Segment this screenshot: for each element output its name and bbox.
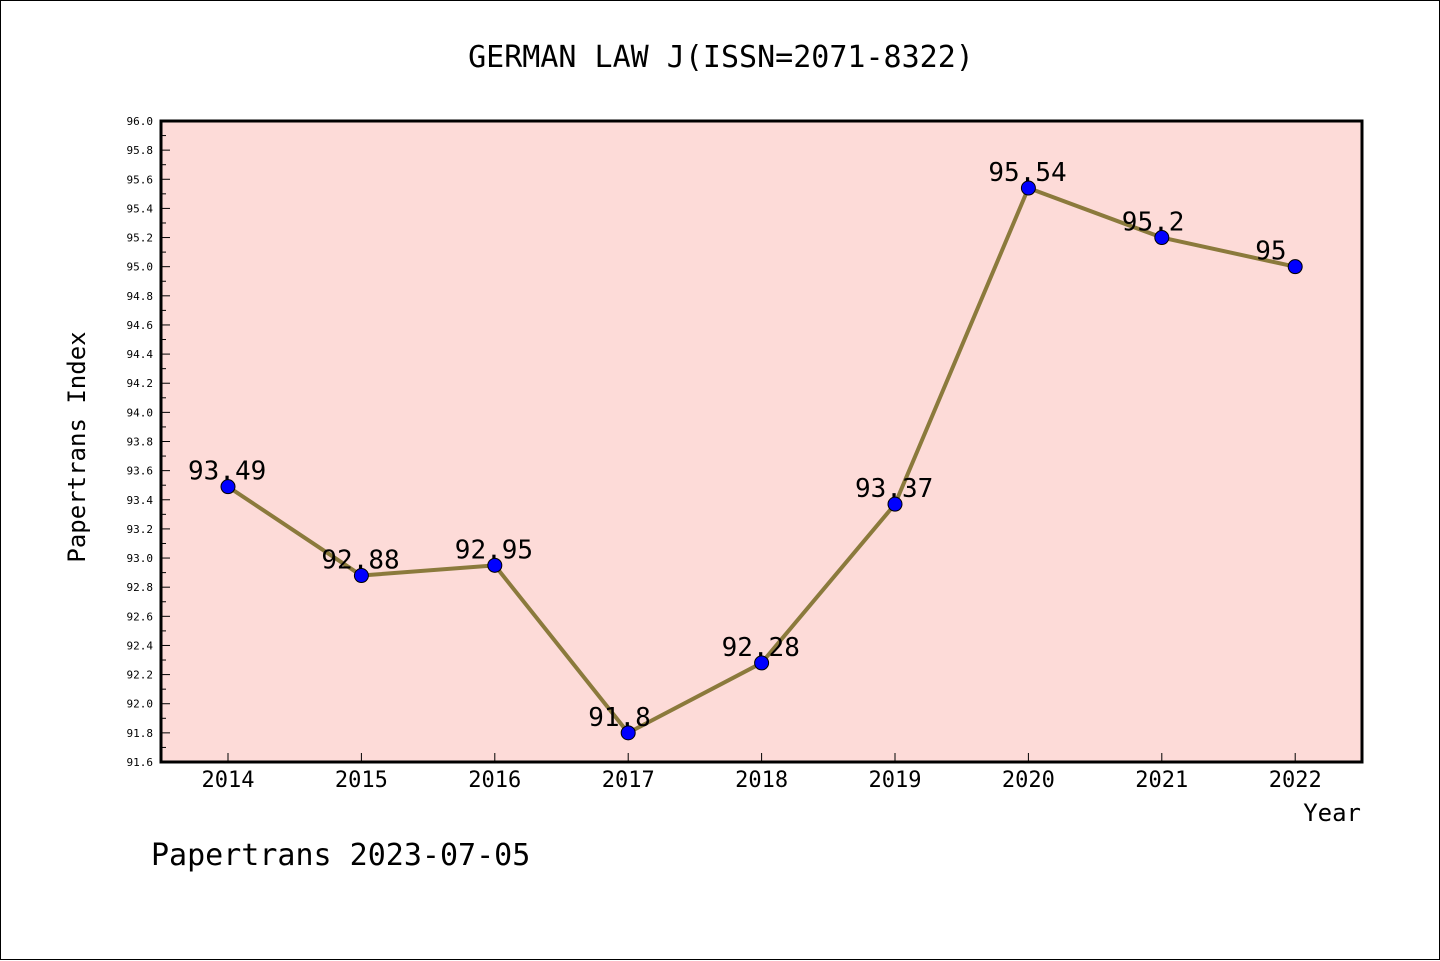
chart-title: GERMAN LAW J(ISSN=2071-8322) — [468, 40, 974, 75]
x-tick-label: 2016 — [468, 768, 521, 793]
x-tick-label: 2021 — [1135, 768, 1188, 793]
y-tick-label: 91.6 — [127, 756, 154, 769]
y-tick-label: 93.4 — [127, 494, 154, 507]
data-label: 95.2 — [1122, 208, 1185, 238]
y-tick-label: 94.8 — [127, 290, 154, 303]
y-tick-label: 94.2 — [127, 377, 154, 390]
data-point — [220, 479, 236, 495]
x-tick-label: 2015 — [335, 768, 388, 793]
y-tick-label: 94.4 — [127, 348, 154, 361]
data-point — [353, 568, 369, 584]
y-tick-label: 93.2 — [127, 523, 154, 536]
data-point — [1020, 180, 1036, 196]
plot-area — [161, 121, 1362, 762]
y-tick-label: 96.0 — [127, 115, 154, 128]
y-tick-label: 94.0 — [127, 406, 154, 419]
x-tick-label: 2014 — [202, 768, 255, 793]
y-axis: 91.6 91.8 92.0 92.2 92.4 92.6 92.8 93.0 93.2 93.4… — [127, 115, 170, 769]
data-label: 95.54 — [988, 158, 1066, 188]
data-point — [887, 496, 903, 512]
y-tick-label: 92.0 — [127, 698, 154, 711]
data-point — [754, 655, 770, 671]
data-point — [620, 725, 636, 741]
y-tick-label: 91.8 — [127, 727, 154, 740]
y-tick-label: 92.8 — [127, 581, 154, 594]
y-tick-label: 93.6 — [127, 465, 154, 478]
data-label: 91.8 — [588, 703, 651, 733]
y-tick-label: 92.6 — [127, 610, 154, 623]
x-axis: 2014 2015 2016 2017 2018 2019 2020 2021 2022 — [202, 753, 1322, 793]
x-tick-label: 2019 — [869, 768, 922, 793]
data-point — [487, 557, 503, 573]
data-label: 93.37 — [855, 474, 933, 504]
x-tick-label: 2020 — [1002, 768, 1055, 793]
x-tick-label: 2018 — [735, 768, 788, 793]
y-tick-label: 95.6 — [127, 173, 154, 186]
x-axis-title: Year — [1303, 799, 1361, 827]
y-tick-label: 95.8 — [127, 144, 154, 157]
y-tick-label: 95.4 — [127, 202, 154, 215]
y-tick-label: 95.0 — [127, 261, 154, 274]
y-tick-label: 94.6 — [127, 319, 154, 332]
y-tick-label: 93.0 — [127, 552, 154, 565]
plot-border — [159, 119, 1364, 764]
y-tick-label: 95.2 — [127, 232, 154, 245]
footer-text: Papertrans 2023-07-05 — [151, 838, 530, 873]
data-label: 93.49 — [188, 457, 266, 487]
x-tick-label: 2017 — [602, 768, 655, 793]
data-label: 92.28 — [722, 633, 800, 663]
x-tick-label: 2022 — [1269, 768, 1322, 793]
data-series: 93.49 92.88 92.95 91.8 92.28 93.37 95.54 95.2 95 — [188, 158, 1303, 741]
data-point — [1154, 230, 1170, 246]
y-axis-title: Papertrans Index — [63, 331, 91, 562]
data-label: 95 — [1255, 237, 1286, 267]
y-tick-label: 93.8 — [127, 436, 154, 449]
data-label: 92.88 — [321, 546, 399, 576]
data-label: 92.95 — [455, 535, 533, 565]
data-point — [1287, 259, 1303, 275]
y-tick-label: 92.2 — [127, 669, 154, 682]
y-tick-label: 92.4 — [127, 639, 154, 652]
